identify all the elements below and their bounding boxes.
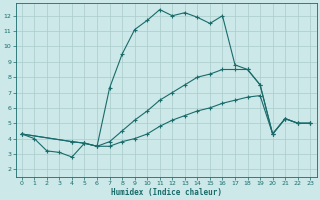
X-axis label: Humidex (Indice chaleur): Humidex (Indice chaleur) — [110, 188, 221, 197]
